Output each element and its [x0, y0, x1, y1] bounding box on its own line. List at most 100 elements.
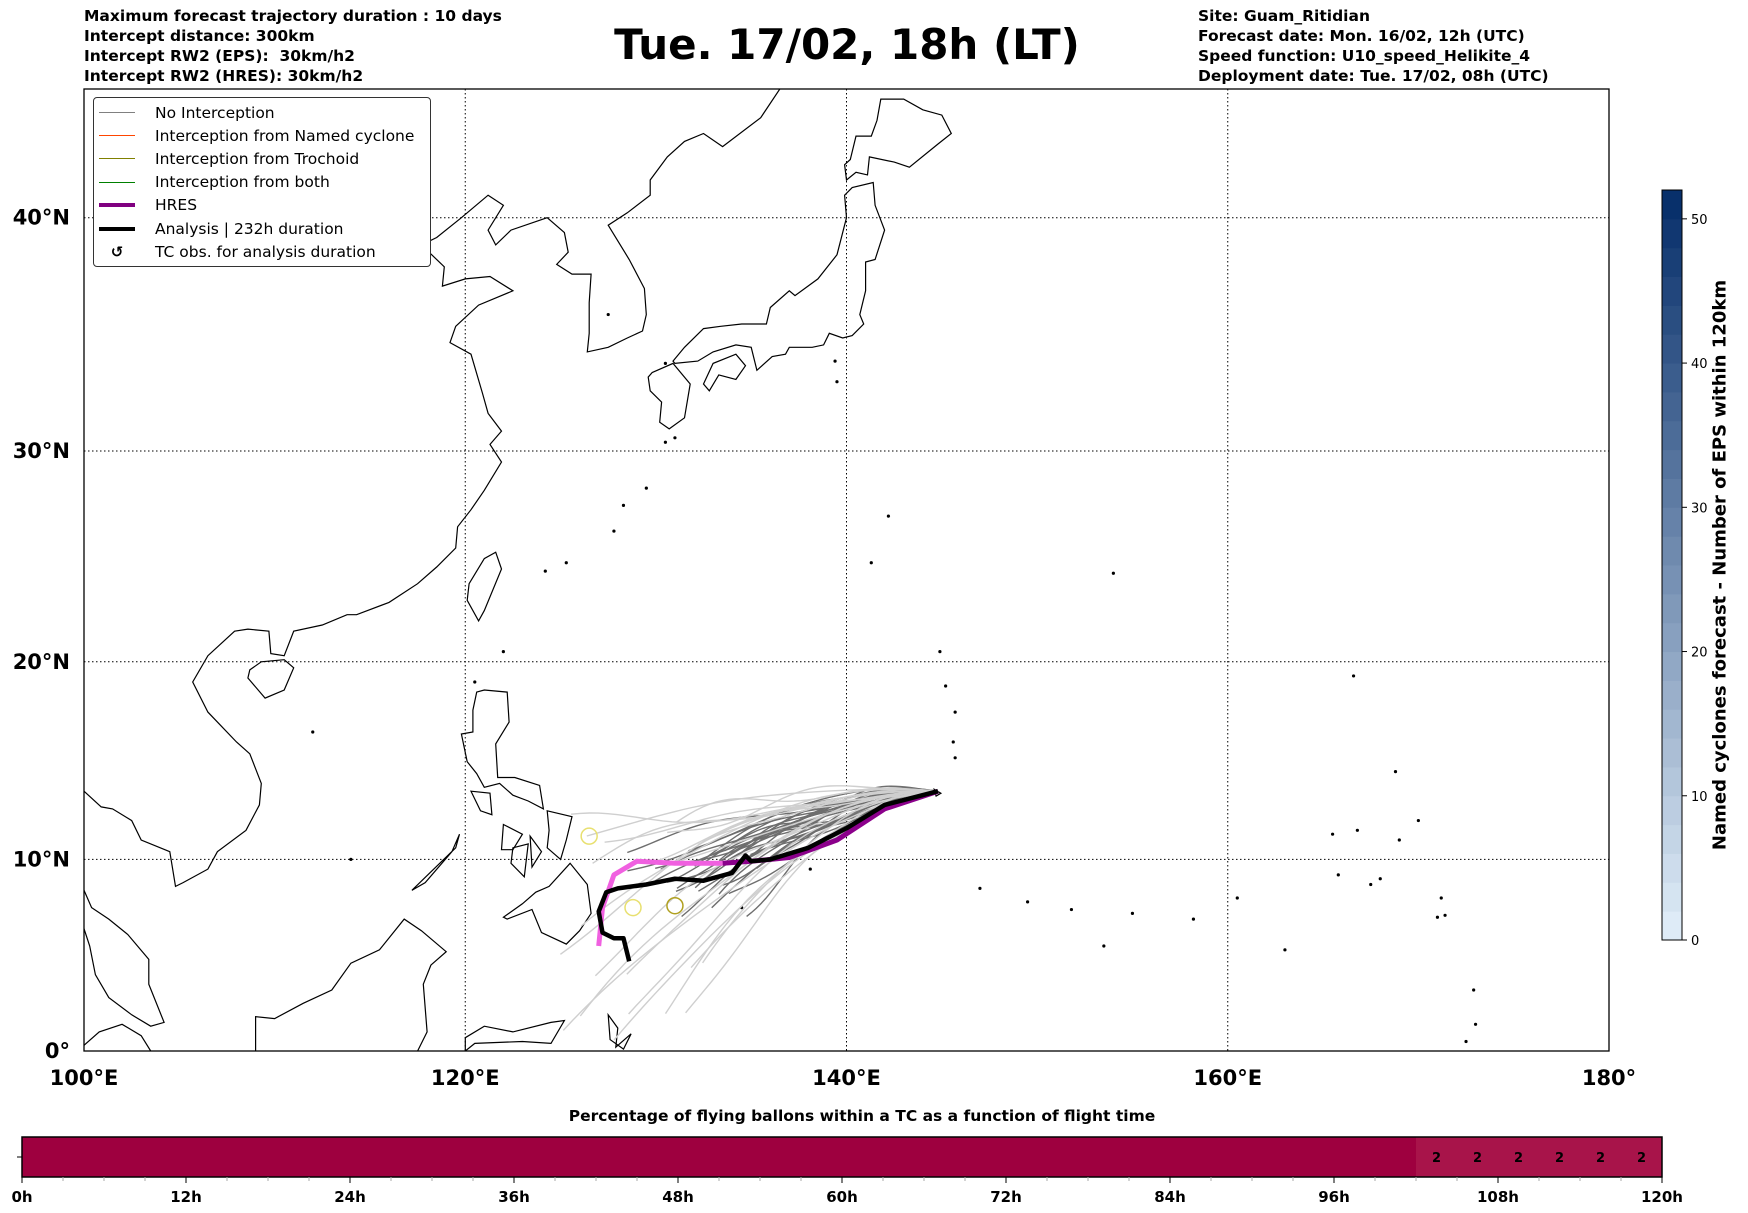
- legend-label: No Interception: [155, 103, 275, 122]
- island-outline: [843, 98, 953, 182]
- ensemble-trajectory: [627, 790, 939, 872]
- ensemble-trajectory: [592, 790, 938, 864]
- legend-item: HRES: [94, 194, 197, 217]
- island-outline: [529, 834, 543, 870]
- island-dot: [1069, 907, 1074, 912]
- map-frame: [83, 88, 1610, 1052]
- hres-trajectory: [722, 788, 939, 866]
- time-tick-label: 108h: [1477, 1188, 1519, 1206]
- island-dot: [835, 380, 839, 384]
- ensemble-trajectory: [697, 790, 938, 846]
- colorbar-bin: [1662, 853, 1682, 883]
- colorbar-bin: [1662, 680, 1682, 710]
- x-tick-label: 140°E: [812, 1066, 881, 1090]
- island-dot: [1130, 911, 1135, 915]
- island-outline: [510, 843, 529, 879]
- island-outline: [460, 689, 545, 810]
- legend-label: TC obs. for analysis duration: [155, 242, 376, 261]
- legend-label: Analysis | 232h duration: [155, 219, 344, 238]
- legend-swatch: [99, 158, 135, 160]
- island-outline: [469, 790, 493, 816]
- colorbar-bin: [1662, 218, 1682, 249]
- speed-function: Speed function: U10_speed_Helikite_4: [1198, 47, 1531, 65]
- island-dot: [612, 529, 616, 533]
- colorbar-bin: [1662, 709, 1682, 739]
- island-dot: [1472, 988, 1476, 992]
- island-dot: [501, 650, 505, 654]
- time-tick-label: 48h: [662, 1188, 694, 1206]
- island-dot: [1397, 838, 1401, 842]
- island-dot: [543, 569, 547, 573]
- legend-label: Interception from both: [155, 173, 330, 192]
- colorbar-bin: [1662, 449, 1682, 479]
- island-dot: [1330, 832, 1335, 836]
- island-dot: [1336, 873, 1340, 877]
- island-dot: [606, 312, 610, 317]
- colorbar-tick-label: 10: [1691, 790, 1708, 805]
- island-outline: [247, 659, 295, 699]
- ensemble-trajectory: [628, 790, 939, 1015]
- island-dot: [1025, 900, 1030, 904]
- island-dot: [1351, 674, 1356, 678]
- colorbar-bin: [1662, 507, 1682, 537]
- island-dot: [944, 684, 948, 688]
- time-tick-label: 12h: [170, 1188, 202, 1206]
- axis-ticks: 100°E 120°E 140°E 160°E 180° 0° 10°N 20°N 30°N 40…: [13, 206, 1636, 1090]
- param-duration: Maximum forecast trajectory duration : 1…: [84, 7, 502, 25]
- colorbar-bin: [1662, 363, 1682, 393]
- island-dot: [1378, 877, 1382, 881]
- time-tick-label: 72h: [990, 1188, 1022, 1206]
- colorbar-bin: [1662, 190, 1682, 220]
- colorbar-bin: [1662, 565, 1682, 595]
- island-dot: [869, 561, 873, 565]
- cell-value-label: 2: [1637, 1151, 1646, 1166]
- colorbar-bin: [1662, 334, 1682, 364]
- legend-swatch: [99, 135, 135, 137]
- island-dot: [1111, 571, 1115, 575]
- x-tick-label: 120°E: [431, 1066, 500, 1090]
- legend-item: No Interception: [94, 101, 275, 124]
- colorbar-bin: [1662, 766, 1682, 797]
- chart-title: Tue. 17/02, 18h (LT): [614, 20, 1080, 69]
- time-bar-segment: [1416, 1137, 1662, 1177]
- island-dot: [1102, 944, 1106, 948]
- island-dot: [1464, 1039, 1468, 1044]
- ensemble-trajectory: [586, 788, 939, 837]
- legend-swatch: [99, 203, 135, 208]
- colorbar-tick-label: 40: [1691, 357, 1708, 372]
- cell-value-label: 2: [1514, 1151, 1523, 1166]
- time-tick-label: 60h: [826, 1188, 858, 1206]
- island-dot: [953, 756, 957, 760]
- colorbar-bin: [1662, 593, 1682, 624]
- time-tick-label: 0h: [11, 1188, 32, 1206]
- ensemble-trajectory: [626, 790, 939, 975]
- analysis-trajectory: [596, 789, 939, 962]
- ensemble-trajectory: [579, 790, 938, 1017]
- y-tick-label: 10°N: [13, 847, 70, 871]
- island-dot: [1439, 896, 1443, 900]
- hres-trajectory-late: [596, 858, 723, 947]
- island-dot: [1416, 818, 1420, 823]
- colorbar-label: Named cyclones forecast - Number of EPS …: [1709, 279, 1731, 851]
- colorbar-tick-label: 50: [1691, 213, 1708, 228]
- island-outline: [702, 353, 747, 392]
- legend-label: HRES: [155, 196, 198, 215]
- y-tick-label: 30°N: [13, 439, 70, 463]
- coastline: [84, 89, 781, 888]
- island-dot: [311, 730, 315, 734]
- island-dot: [938, 650, 942, 654]
- tc-observation-loop: [666, 896, 684, 915]
- island-dot: [1235, 896, 1239, 900]
- island-dot: [663, 440, 668, 444]
- island-outline: [607, 1012, 632, 1050]
- graticule: [84, 89, 1609, 1051]
- colorbar-bin: [1662, 305, 1682, 335]
- tc-observation-loop: [624, 898, 642, 917]
- ensemble-trajectory: [676, 787, 939, 823]
- flight-time-bar: 2 2 2 2 2 2 0h 12h 24h 36h 48h 60h 72h 84h 96h 108h 120h: [11, 1136, 1683, 1206]
- island-dot: [833, 359, 837, 363]
- param-rw2-hres: Intercept RW2 (HRES): 30km/h2: [84, 67, 364, 85]
- colorbar-tick-label: 20: [1691, 646, 1708, 661]
- island-dot: [1393, 769, 1398, 774]
- colorbar-tick-label: 30: [1691, 501, 1708, 516]
